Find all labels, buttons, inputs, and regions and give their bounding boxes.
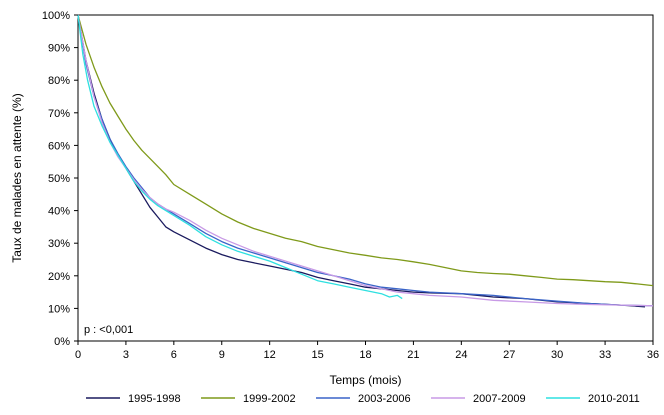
- legend-label-1999-2002: 1999-2002: [243, 393, 296, 405]
- legend-label-1995-1998: 1995-1998: [128, 393, 181, 405]
- plot-area: [77, 14, 654, 342]
- series-line-2010-2011: [77, 14, 403, 300]
- x-tick-label: 24: [455, 349, 467, 361]
- x-tick-label: 27: [503, 349, 515, 361]
- y-tick-label: 90%: [48, 43, 70, 55]
- y-tick-label: 60%: [48, 140, 70, 152]
- y-tick-label: 20%: [48, 271, 70, 283]
- y-tick-label: 10%: [48, 303, 70, 315]
- plot-frame: [77, 14, 654, 342]
- x-tick-label: 9: [219, 349, 225, 361]
- y-axis-title: Taux de malades en attente (%): [10, 93, 24, 262]
- x-tick-label: 33: [599, 349, 611, 361]
- axes: 0%10%20%30%40%50%60%70%80%90%100%0 3 6 9 12 1…: [42, 10, 659, 361]
- x-axis-title: Temps (mois): [329, 373, 401, 387]
- y-tick-label: 0%: [54, 336, 70, 348]
- legend: 1995-1998 1999-2002 2003-2006 2007-2009 2010…: [86, 393, 640, 405]
- series-line-2003-2006: [77, 14, 654, 307]
- x-tick-label: 36: [647, 349, 659, 361]
- legend-label-2007-2009: 2007-2009: [473, 393, 526, 405]
- x-tick-label: 3: [123, 349, 129, 361]
- y-tick-label: 50%: [48, 173, 70, 185]
- y-tick-label: 30%: [48, 238, 70, 250]
- x-tick-label: 30: [551, 349, 563, 361]
- series-line-1999-2002: [77, 14, 654, 287]
- y-tick-label: 70%: [48, 108, 70, 120]
- y-tick-label: 40%: [48, 206, 70, 218]
- series-line-1995-1998: [77, 14, 646, 308]
- legend-label-2003-2006: 2003-2006: [358, 393, 411, 405]
- legend-label-2010-2011: 2010-2011: [588, 393, 640, 405]
- series-line-2007-2009: [77, 14, 654, 307]
- x-tick-label: 18: [359, 349, 371, 361]
- y-tick-label: 80%: [48, 75, 70, 87]
- x-tick-label: 6: [171, 349, 177, 361]
- series-lines: [77, 14, 654, 308]
- x-tick-label: 15: [311, 349, 323, 361]
- x-tick-label: 21: [407, 349, 419, 361]
- x-tick-label: 12: [264, 349, 276, 361]
- y-tick-label: 100%: [42, 10, 70, 22]
- p-value-annotation: p : <0,001: [84, 324, 133, 336]
- x-tick-label: 0: [75, 349, 81, 361]
